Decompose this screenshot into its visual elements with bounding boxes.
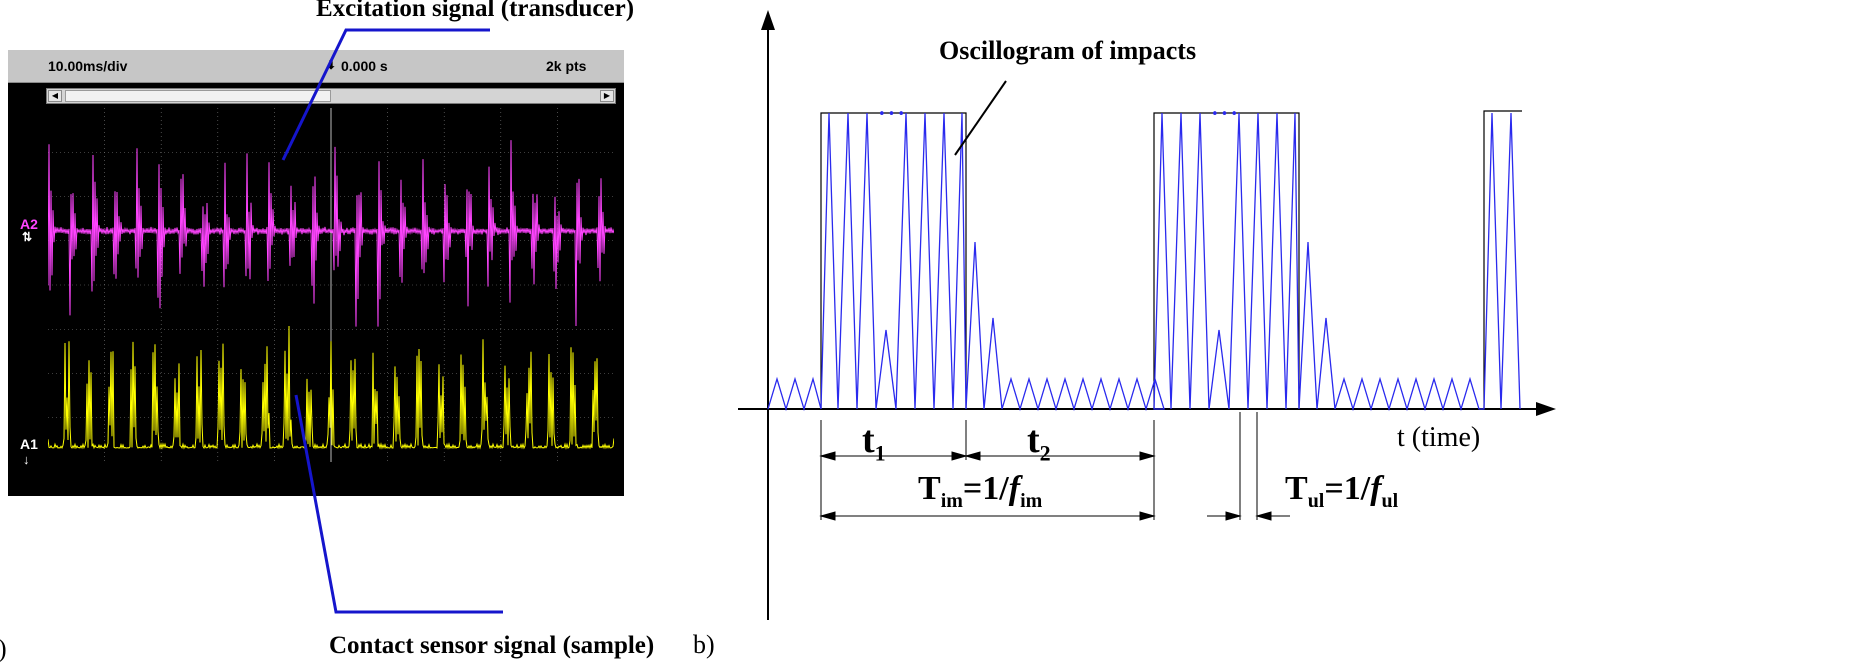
t-im-formula: Tim=1/fim: [918, 470, 1043, 512]
scroll-right-icon[interactable]: ▶: [600, 90, 614, 102]
panel-b-letter: b): [693, 630, 715, 659]
channel-a2-offset-icon: ⇅: [22, 230, 33, 244]
scope-header-bar: 10.00ms/div ⬇ 0.000 s 2k pts: [8, 50, 624, 83]
t2-label: t2: [1027, 419, 1051, 466]
impact-oscillogram-trace: [767, 112, 1521, 412]
channel-a1-marker-icon: ↓: [23, 452, 30, 467]
oscillogram-label: Oscillogram of impacts: [939, 36, 1197, 65]
scope-scrollbar[interactable]: ◀ ▶: [46, 88, 616, 104]
scope-grid: [48, 108, 614, 462]
time-axis-label: t (time): [1397, 422, 1481, 453]
burst2-ellipsis: •••: [1211, 107, 1241, 122]
channel-a2-label[interactable]: A2: [20, 216, 38, 232]
contact-sensor-callout: Contact sensor signal (sample): [329, 632, 655, 659]
y-axis-arrow-icon: [761, 10, 775, 30]
trace-a2-excitation: [48, 140, 614, 327]
dimension-arrows: [819, 451, 1290, 521]
timebase-readout: 10.00ms/div: [48, 58, 128, 74]
scope-waveform-area: [48, 108, 614, 462]
oscillogram-leader-line: [954, 80, 1007, 156]
impact-burst-envelope-2: [1153, 112, 1300, 409]
impact-burst-envelope-1: [820, 112, 967, 409]
scroll-thumb[interactable]: [65, 90, 331, 102]
oscilloscope-screen: 10.00ms/div ⬇ 0.000 s 2k pts ◀ ▶ A2 ⇅ A1…: [8, 50, 624, 496]
scroll-left-icon[interactable]: ◀: [48, 90, 62, 102]
excitation-leader-line: [281, 28, 490, 161]
time-axis-arrow-icon: [1536, 402, 1556, 416]
t-ul-formula: Tul=1/ful: [1285, 470, 1399, 512]
channel-a1-label[interactable]: A1: [20, 436, 38, 452]
excitation-signal-callout: Excitation signal (transducer): [316, 0, 635, 22]
trace-a1-contact: [48, 325, 614, 450]
points-readout: 2k pts: [546, 58, 587, 74]
panel-a-letter: ): [0, 634, 7, 664]
impact-burst-envelope-3: [1483, 110, 1522, 409]
contact-leader-line: [294, 394, 503, 614]
trigger-time-readout: 0.000 s: [341, 58, 388, 74]
t1-label: t1: [862, 419, 886, 466]
trigger-marker-icon[interactable]: ⬇: [326, 58, 337, 72]
burst1-ellipsis: •••: [878, 107, 908, 122]
